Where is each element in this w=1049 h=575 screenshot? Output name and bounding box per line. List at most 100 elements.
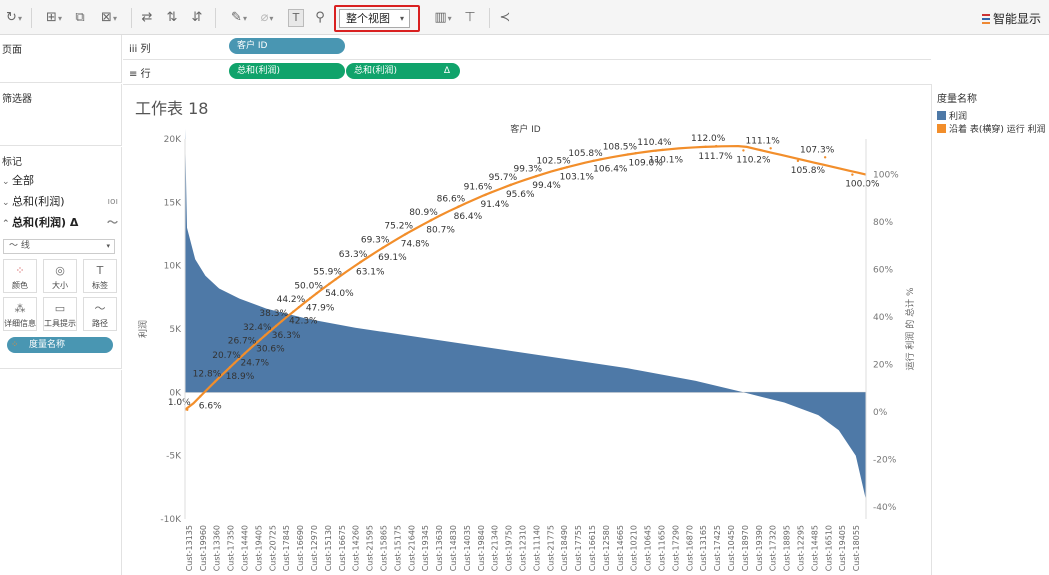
running-total-label: 91.4%: [480, 200, 509, 210]
x-tick-label: Cust-13135: [185, 525, 194, 571]
running-total-point: [634, 152, 637, 155]
x-tick-label: Cust-12295: [796, 525, 805, 571]
filters-pane[interactable]: 筛选器: [0, 84, 122, 146]
x-tick-label: Cust-19405: [254, 525, 263, 571]
running-total-label: 109.0%: [629, 158, 664, 168]
legend-item-running-profit[interactable]: 沿着 表(横穿) 运行 利润: [937, 122, 1046, 135]
running-total-label: 111.7%: [698, 152, 733, 162]
columns-shelf-label: iii 列: [129, 44, 151, 55]
running-total-point: [292, 310, 295, 313]
detail-button[interactable]: ⁂ 详细信息: [3, 297, 37, 331]
show-labels-icon[interactable]: T: [288, 9, 304, 27]
measure-names-pill[interactable]: ⁘ 度量名称: [7, 337, 113, 353]
running-total-label: 1.0%: [168, 398, 191, 408]
marks-title: 标记: [2, 157, 22, 168]
running-total-label: 112.0%: [691, 134, 726, 144]
fit-view-select-value: 整个视图: [346, 12, 390, 25]
running-total-label: 107.3%: [800, 145, 835, 155]
color-label: 颜色: [12, 281, 28, 290]
show-cards-icon[interactable]: ▥: [430, 9, 456, 27]
x-tick-label: Cust-10450: [727, 525, 736, 571]
legend-swatch: [937, 124, 946, 133]
running-total-point: [851, 173, 854, 176]
rows-shelf[interactable]: ≡ 行 总和(利润) 总和(利润) Δ: [123, 60, 931, 85]
color-icon: ⁘: [15, 264, 25, 277]
y-right-tick: 0%: [873, 408, 888, 418]
running-total-label: 106.4%: [593, 164, 628, 174]
running-total-label: 95.6%: [506, 190, 535, 200]
sort-ascending-icon[interactable]: ⇅: [166, 10, 178, 25]
swap-axes-icon[interactable]: ⇄: [141, 10, 153, 25]
x-tick-label: Cust-13630: [435, 525, 444, 571]
running-total-point: [592, 159, 595, 163]
pin-axes-icon[interactable]: ⚲: [315, 10, 325, 25]
color-button[interactable]: ⁘ 颜色: [3, 259, 37, 293]
share-icon[interactable]: ≺: [499, 10, 511, 25]
presentation-mode-icon[interactable]: ⊤: [464, 10, 476, 25]
show-me-button[interactable]: 智能显示: [981, 10, 1041, 27]
legend-title: 度量名称: [937, 94, 977, 105]
running-total-label: 110.4%: [637, 138, 672, 148]
running-total-point: [484, 193, 488, 196]
marks-row-profit-delta[interactable]: ⌃ 总和(利润) Δ 〜: [2, 213, 120, 233]
pareto-chart[interactable]: 客户 ID 1.0% 6.6% 12.8% 18.9% 20.7%24.7% 26.7%30…: [128, 118, 930, 575]
running-total-point: [381, 246, 385, 249]
marks-row-all[interactable]: ⌄ 全部: [2, 171, 120, 191]
x-tick-label: Cust-16870: [685, 525, 694, 571]
highlight-icon[interactable]: ✎: [226, 9, 252, 27]
clear-sheet-icon[interactable]: ⊠: [95, 9, 123, 27]
size-button[interactable]: ◎ 大小: [43, 259, 77, 293]
sort-descending-icon[interactable]: ⇵: [191, 10, 203, 25]
chevron-down-icon: ▾: [399, 14, 404, 23]
running-total-label: 12.8%: [193, 370, 222, 380]
fit-view-select[interactable]: 整个视图 ▾: [339, 9, 410, 28]
label-button[interactable]: T 标签: [83, 259, 117, 293]
running-total-label: 6.6%: [199, 401, 222, 411]
rows-pill-profit[interactable]: 总和(利润): [229, 63, 345, 79]
mark-type-select[interactable]: 〜 线 ▾: [3, 239, 115, 254]
measure-names-pill-label: 度量名称: [29, 340, 66, 350]
pages-title: 页面: [2, 45, 22, 56]
redo-icon[interactable]: ↻: [2, 9, 26, 27]
legend-item-profit[interactable]: 利润: [937, 109, 967, 122]
marks-row-profit[interactable]: ⌄ 总和(利润) ıoı: [2, 192, 120, 212]
x-tick-label: Cust-21640: [407, 525, 416, 571]
x-tick-label: Cust-17845: [282, 525, 291, 571]
duplicate-sheet-icon[interactable]: ⧉: [75, 10, 85, 25]
running-total-label: 24.7%: [240, 358, 269, 368]
x-axis-title: 客户 ID: [510, 123, 541, 135]
running-total-label: 38.3%: [259, 309, 288, 319]
x-tick-label: Cust-17320: [769, 525, 778, 571]
y-left-tick: -10K: [160, 515, 182, 525]
legend-swatch: [937, 111, 946, 120]
running-total-point: [359, 260, 363, 263]
tooltip-button[interactable]: ▭ 工具提示: [43, 297, 77, 331]
running-total-label: 103.1%: [560, 172, 595, 182]
columns-icon: iii: [129, 44, 141, 55]
running-total-label: 55.9%: [313, 267, 342, 277]
running-total-label: 74.8%: [401, 239, 430, 249]
running-total-label: 110.2%: [736, 155, 771, 165]
running-total-label: 86.4%: [454, 212, 483, 222]
x-tick-label: Cust-11650: [657, 525, 666, 571]
x-tick-label: Cust-13165: [699, 525, 708, 571]
new-datasource-icon[interactable]: ⊞: [40, 9, 68, 27]
view-select-highlight: [334, 5, 420, 32]
x-tick-label: Cust-16615: [588, 525, 597, 571]
columns-shelf[interactable]: iii 列 客户 ID: [123, 35, 931, 60]
running-total-point: [405, 232, 408, 235]
columns-pill-customer-id[interactable]: 客户 ID: [229, 38, 345, 54]
running-total-point: [228, 366, 232, 369]
chevron-down-icon: ▾: [106, 242, 110, 250]
x-tick-label: Cust-21340: [491, 525, 500, 571]
marks-row-label: 全部: [12, 174, 34, 187]
running-total-point: [654, 149, 658, 152]
x-tick-label: Cust-18970: [741, 525, 750, 571]
group-icon[interactable]: ⌀: [256, 9, 278, 27]
running-total-point: [315, 292, 318, 295]
running-total-label: 110.1%: [649, 156, 684, 166]
x-tick-label: Cust-12310: [519, 525, 528, 571]
rows-pill-profit-running[interactable]: 总和(利润) Δ: [346, 63, 460, 79]
path-button[interactable]: 〜 路径: [83, 297, 117, 331]
x-tick-label: Cust-19390: [755, 525, 764, 571]
